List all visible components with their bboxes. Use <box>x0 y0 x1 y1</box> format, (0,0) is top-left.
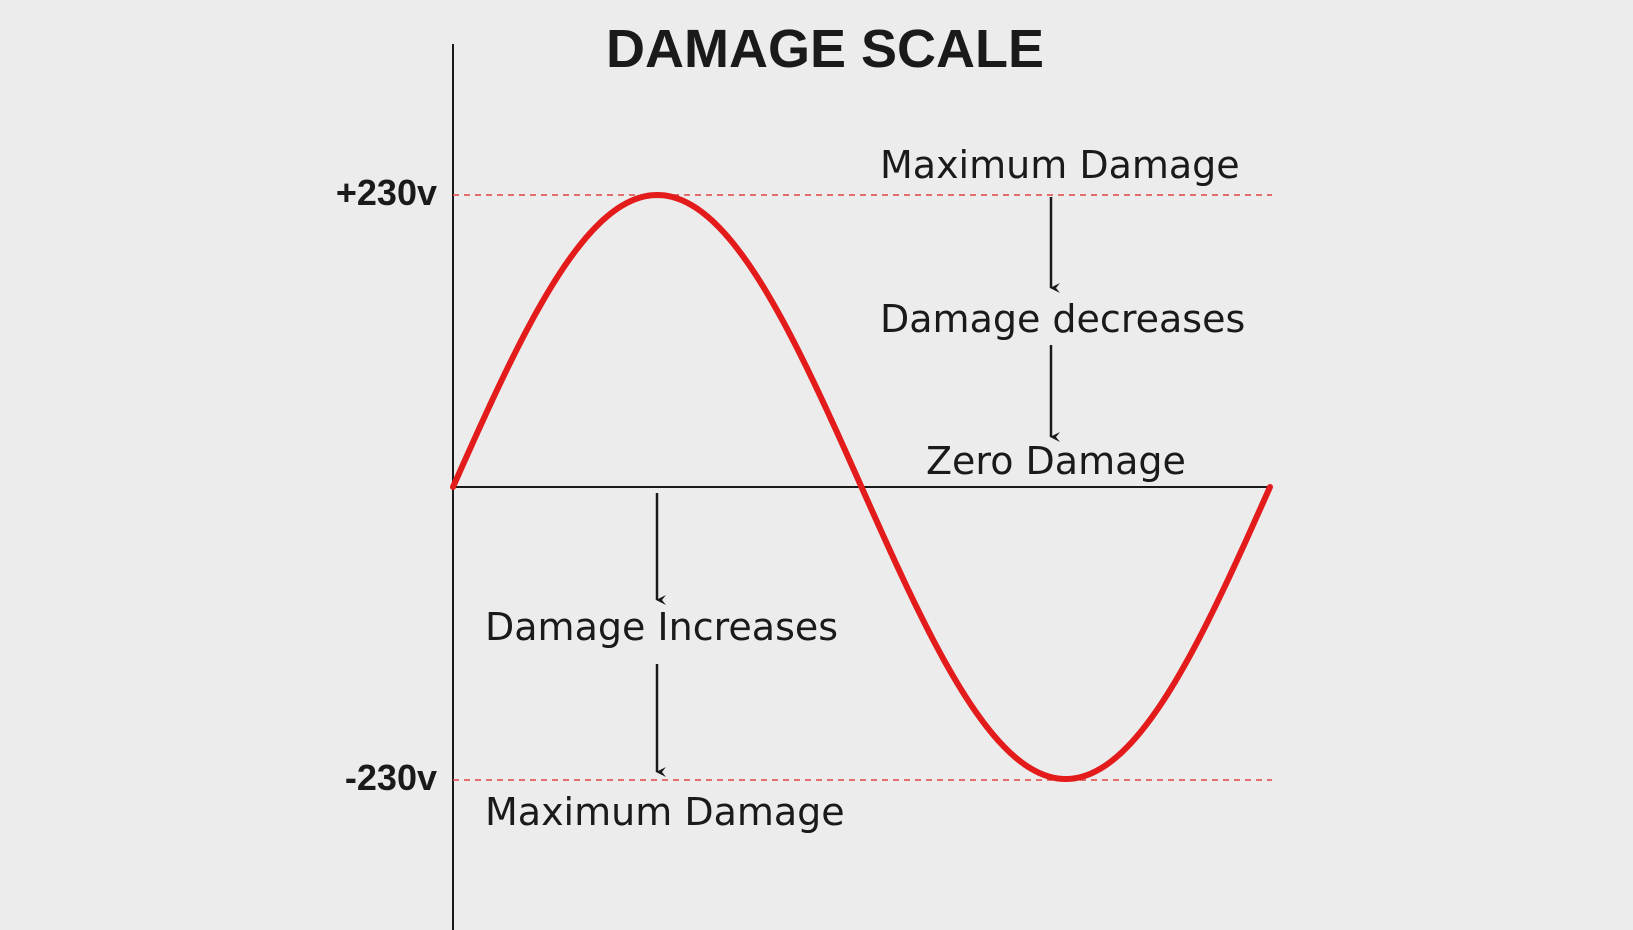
damage-increases-label: Damage Increases <box>485 605 838 649</box>
negative-voltage-label: -230v <box>345 757 437 798</box>
positive-voltage-label: +230v <box>336 172 437 213</box>
bottom-maximum-damage-label: Maximum Damage <box>485 790 845 834</box>
sine-wave <box>450 192 1273 782</box>
damage-decreases-label: Damage decreases <box>880 297 1245 341</box>
zero-damage-label: Zero Damage <box>926 439 1186 483</box>
diagram-title: DAMAGE SCALE <box>606 19 1044 79</box>
top-maximum-damage-label: Maximum Damage <box>880 143 1240 187</box>
